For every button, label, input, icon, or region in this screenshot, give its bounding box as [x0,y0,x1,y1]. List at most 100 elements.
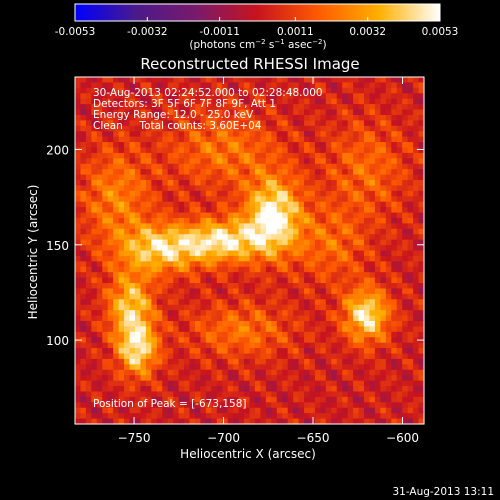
heatmap-cell [353,163,360,170]
heatmap-cell [222,152,229,159]
heatmap-cell [374,98,381,105]
heatmap-cell [205,239,212,246]
heatmap-cell [342,386,349,393]
heatmap-cell [211,104,218,111]
heatmap-cell [173,217,180,224]
heatmap-cell [314,82,321,89]
heatmap-cell [184,109,191,116]
heatmap-cell [134,114,142,121]
heatmap-cell [418,364,425,371]
heatmap-cell [325,131,332,138]
heatmap-cell [276,299,283,306]
heatmap-cell [145,114,152,121]
heatmap-cell [265,104,272,111]
heatmap-cell [396,77,403,84]
heatmap-cell [402,369,409,376]
heatmap-cell [189,120,196,127]
heatmap-cell [162,120,169,127]
heatmap-cell [107,266,114,273]
heatmap-cell [178,223,185,230]
heatmap-cell [200,250,207,257]
heatmap-cell [374,375,381,382]
heatmap-cell [75,320,82,327]
heatmap-cell [96,261,103,268]
heatmap-cell [162,190,169,197]
heatmap-cell [249,315,256,322]
heatmap-cell [222,163,229,170]
heatmap-cell [91,104,98,111]
heatmap-cell [227,185,234,192]
heatmap-cell [402,87,409,94]
heatmap-cell [293,223,300,230]
heatmap-cell [85,212,92,219]
heatmap-cell [396,326,403,333]
heatmap-cell [385,326,392,333]
heatmap-cell [233,391,240,398]
heatmap-cell [331,125,338,132]
heatmap-cell [374,212,381,219]
heatmap-cell [276,212,283,219]
heatmap-cell [244,239,251,246]
heatmap-cell [331,87,338,94]
heatmap-cell [194,261,202,268]
heatmap-cell [396,169,403,176]
heatmap-cell [96,402,103,409]
heatmap-cell [96,190,103,197]
heatmap-cell [413,391,420,398]
heatmap-cell [184,266,191,273]
heatmap-cell [271,293,278,300]
heatmap-cell [85,337,92,344]
heatmap-cell [364,250,371,257]
heatmap-cell [260,407,267,414]
heatmap-cell [205,114,212,121]
heatmap-cell [162,369,169,376]
heatmap-cell [314,391,321,398]
heatmap-cell [200,407,207,414]
heatmap-cell [156,228,163,235]
heatmap-cell [178,152,185,159]
heatmap-cell [118,212,125,219]
heatmap-cell [391,114,398,121]
heatmap-cell [205,147,212,154]
heatmap-cell [391,320,398,327]
heatmap-cell [75,125,82,132]
heatmap-cell [320,386,327,393]
heatmap-cell [129,250,136,257]
heatmap-cell [162,201,169,208]
heatmap-cell [325,418,332,425]
heatmap-cell [113,369,120,376]
heatmap-cell [325,228,332,235]
heatmap-cell [265,348,272,355]
heatmap-cell [238,386,245,393]
heatmap-cell [85,120,92,127]
heatmap-cell [282,93,289,100]
heatmap-cell [194,255,202,262]
heatmap-cell [200,293,207,300]
heatmap-cell [80,77,87,84]
heatmap-cell [102,180,109,187]
heatmap-cell [102,87,109,94]
heatmap-cell [178,326,185,333]
heatmap-cell [75,234,82,241]
heatmap-cell [96,196,103,203]
heatmap-cell [364,228,371,235]
heatmap-cell [287,207,294,214]
heatmap-cell [167,261,174,268]
heatmap-cell [407,261,414,268]
heatmap-cell [118,109,125,116]
heatmap-cell [216,418,223,425]
heatmap-cell [304,396,311,403]
heatmap-cell [145,125,152,132]
heatmap-cell [184,320,191,327]
heatmap-cell [271,169,278,176]
heatmap-cell [391,396,398,403]
heatmap-cell [320,320,327,327]
heatmap-cell [96,375,103,382]
heatmap-cell [173,261,180,268]
heatmap-cell [413,326,420,333]
heatmap-cell [102,109,109,116]
heatmap-cell [145,418,152,425]
heatmap-cell [358,310,365,317]
heatmap-cell [151,364,158,371]
heatmap-cell [298,353,305,360]
